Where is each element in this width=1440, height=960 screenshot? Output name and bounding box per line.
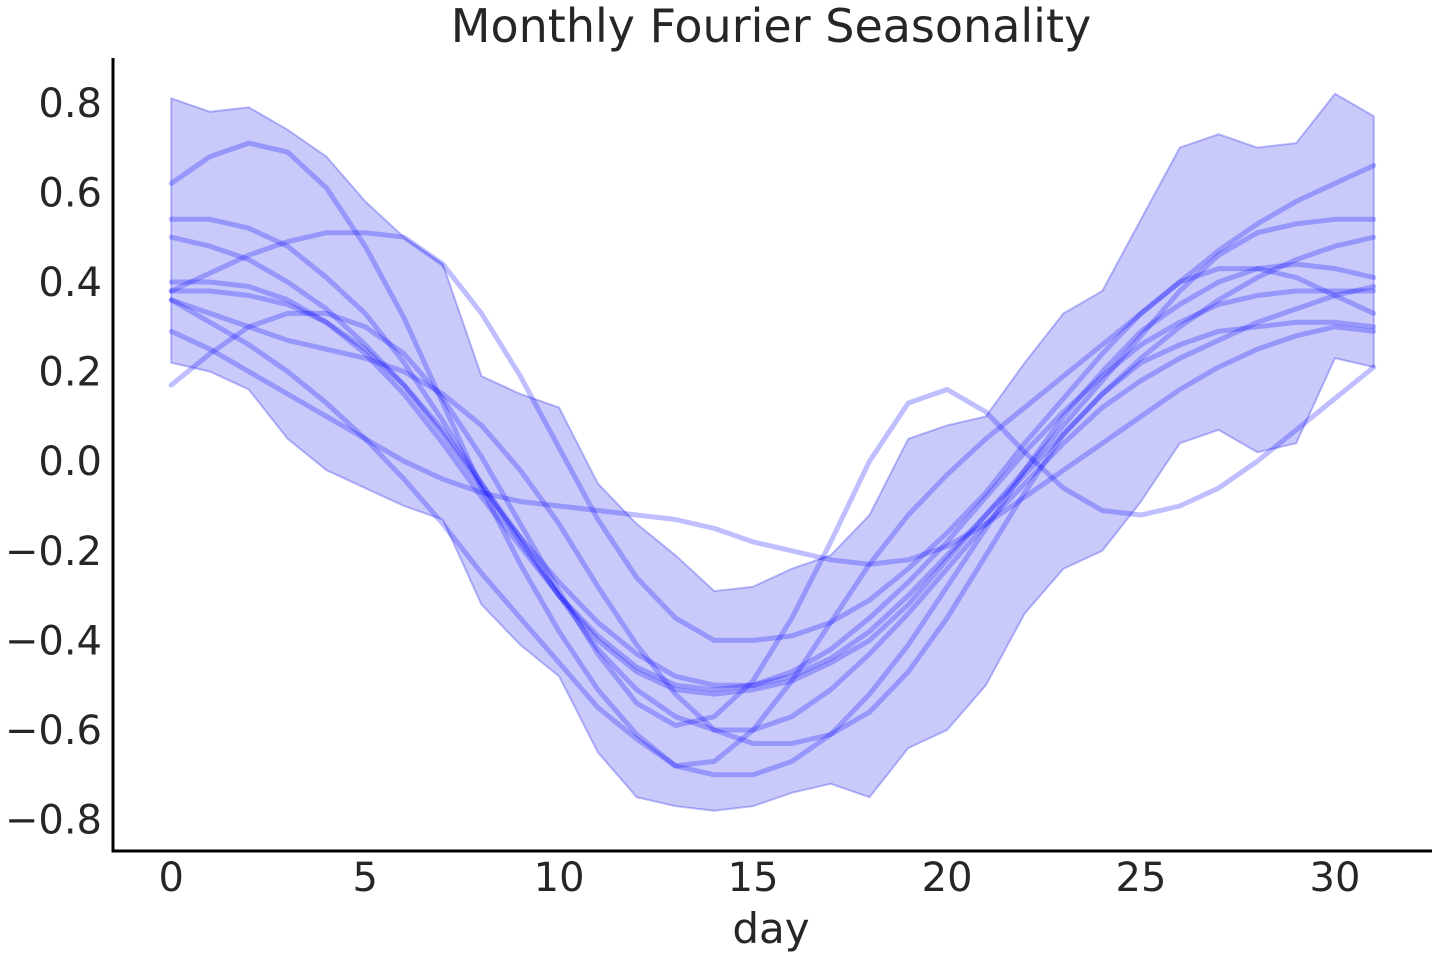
series-line-3 xyxy=(168,234,1377,688)
series-line-8 xyxy=(168,324,1377,567)
series-line-7 xyxy=(168,261,1377,778)
y-tick-label: 0.0 xyxy=(38,439,102,485)
series-line-5 xyxy=(168,284,1377,733)
uncertainty-band xyxy=(170,92,1375,812)
x-tick-label: 5 xyxy=(352,855,377,901)
series-line-4 xyxy=(168,279,1377,693)
y-tick-label: 0.2 xyxy=(38,350,102,396)
x-tick-label: 0 xyxy=(158,855,183,901)
y-tick-labels: 0.8 0.6 0.4 0.2 0.0 −0.2 −0.4 −0.6 −0.8 xyxy=(5,81,102,844)
x-tick-labels: 0 5 10 15 20 25 30 xyxy=(158,855,1360,901)
series-line-10 xyxy=(168,230,1377,643)
chart-title: Monthly Fourier Seasonality xyxy=(451,0,1091,53)
y-tick-label: 0.6 xyxy=(38,170,102,216)
x-tick-label: 15 xyxy=(728,855,779,901)
x-tick-label: 20 xyxy=(922,855,973,901)
series-line-6 xyxy=(168,297,1377,746)
y-tick-label: −0.2 xyxy=(5,529,102,575)
y-tick-label: −0.8 xyxy=(5,798,102,844)
uncertainty-band-layer xyxy=(170,92,1375,812)
series-line-9 xyxy=(168,310,1377,729)
x-tick-label: 10 xyxy=(534,855,585,901)
x-tick-label: 30 xyxy=(1310,855,1361,901)
axes-layer xyxy=(111,58,1432,853)
y-tick-label: 0.4 xyxy=(38,260,102,306)
y-tick-label: 0.8 xyxy=(38,81,102,127)
x-axis-label: day xyxy=(732,904,809,953)
series-line-1 xyxy=(168,140,1377,769)
series-line-2 xyxy=(168,216,1377,697)
series-layer xyxy=(168,140,1377,778)
y-tick-label: −0.4 xyxy=(5,618,102,664)
x-tick-label: 25 xyxy=(1116,855,1167,901)
y-tick-label: −0.6 xyxy=(5,708,102,754)
